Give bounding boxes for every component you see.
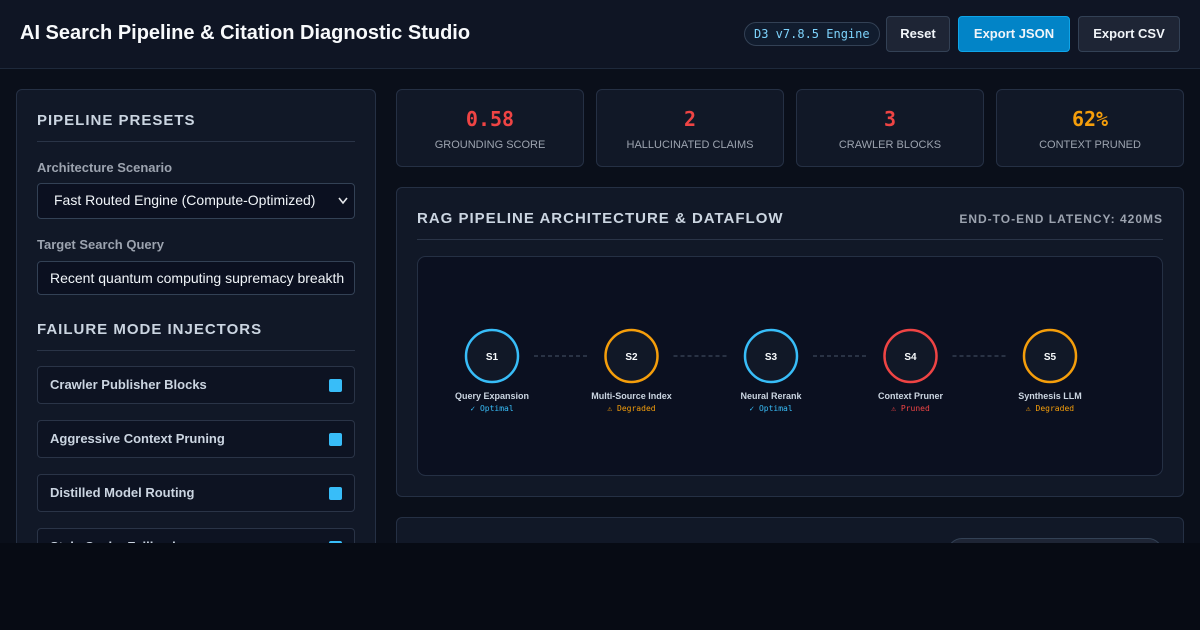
query-input[interactable]: Recent quantum computing supremacy break… [37, 261, 355, 295]
node-id: S2 [625, 352, 638, 363]
section-title: PIPELINE PRESETS [37, 112, 355, 142]
title: AI Search Pipeline & Citation Diagnostic… [20, 22, 471, 44]
injector-label: Crawler Publisher Blocks [50, 377, 207, 392]
metric-label: CONTEXT PRUNED [1039, 139, 1141, 151]
node [743, 328, 799, 384]
lower-panel [396, 517, 1184, 543]
checkbox-checked [329, 379, 342, 392]
select-arrow [338, 197, 348, 205]
metric-card: 62% CONTEXT PRUNED [996, 89, 1184, 167]
node [1022, 328, 1078, 384]
node [464, 328, 520, 384]
injector-label: Distilled Model Routing [50, 485, 195, 500]
checkbox-checked [329, 541, 342, 543]
export-csv-button[interactable]: Export CSV [1078, 16, 1180, 52]
scenario-select[interactable]: Fast Routed Engine (Compute-Optimized) [37, 183, 355, 219]
injector-label: Aggressive Context Pruning [50, 431, 225, 446]
section-title: FAILURE MODE INJECTORS [37, 321, 355, 351]
pipeline-graph: S1 Query Expansion ✓ Optimal S2 Multi-Source… [417, 256, 1163, 476]
metric-value: 2 [683, 107, 697, 131]
node-status: ⚠ Degraded [1026, 404, 1074, 413]
select-value: Fast Routed Engine (Compute-Optimized) [54, 192, 316, 208]
node-status: ✓ Optimal [749, 404, 793, 413]
metric-card: 3 CRAWLER BLOCKS [796, 89, 984, 167]
metric-label: GROUNDING SCORE [434, 139, 546, 151]
metric-card: 0.58 GROUNDING SCORE [396, 89, 584, 167]
field-label: Architecture Scenario [37, 160, 173, 175]
pill-control[interactable] [947, 538, 1163, 543]
metric-value: 62% [1071, 107, 1109, 131]
injector-label: Stale Cache Fallback [50, 539, 179, 543]
node-label: Synthesis LLM [1018, 391, 1082, 401]
node-label: Multi-Source Index [591, 391, 672, 401]
latency: END-TO-END LATENCY: 420MS [959, 212, 1163, 226]
node-label: Context Pruner [878, 391, 944, 401]
metric-label: CRAWLER BLOCKS [838, 139, 942, 151]
export-json-button[interactable]: Export JSON [958, 16, 1070, 52]
metric-value: 3 [883, 107, 897, 131]
pipeline-panel: RAG PIPELINE ARCHITECTURE & DATAFLOW END-… [396, 187, 1184, 497]
checkbox-checked [329, 433, 342, 446]
node [604, 328, 659, 384]
node-status: ⚠ Degraded [607, 404, 655, 413]
node-status: ✓ Optimal [470, 404, 514, 413]
injector-toggle[interactable]: Crawler Publisher Blocks [37, 366, 355, 404]
node-id: S1 [486, 352, 499, 363]
panel-title: RAG PIPELINE ARCHITECTURE & DATAFLOW END-… [417, 210, 1163, 240]
node-id: S4 [904, 352, 917, 363]
metric-card: 2 HALLUCINATED CLAIMS [596, 89, 784, 167]
injector-toggle[interactable]: Stale Cache Fallback [37, 528, 355, 543]
injector-toggle[interactable]: Distilled Model Routing [37, 474, 355, 512]
metric-label: HALLUCINATED CLAIMS [626, 139, 754, 151]
field-label: Target Search Query [37, 237, 164, 252]
checkbox-checked [329, 487, 342, 500]
node-label: Neural Rerank [740, 391, 802, 401]
input-value: Recent quantum computing supremacy break… [50, 270, 345, 286]
metric-value: 0.58 [465, 107, 515, 131]
engine-badge: D3 v7.8.5 Engine [744, 22, 880, 46]
node [883, 328, 938, 384]
node-id: S5 [1044, 352, 1057, 363]
panel-title-text: RAG PIPELINE ARCHITECTURE & DATAFLOW [417, 210, 784, 227]
app: AI Search Pipeline & Citation Diagnostic… [0, 0, 1200, 543]
sidebar: PIPELINE PRESETS Architecture Scenario F… [16, 89, 376, 543]
header: AI Search Pipeline & Citation Diagnostic… [0, 0, 1200, 69]
node-status: ⚠ Pruned [891, 404, 930, 413]
reset-button[interactable]: Reset [886, 16, 950, 52]
node-label: Query Expansion [455, 391, 529, 401]
node-id: S3 [765, 352, 778, 363]
injector-toggle[interactable]: Aggressive Context Pruning [37, 420, 355, 458]
